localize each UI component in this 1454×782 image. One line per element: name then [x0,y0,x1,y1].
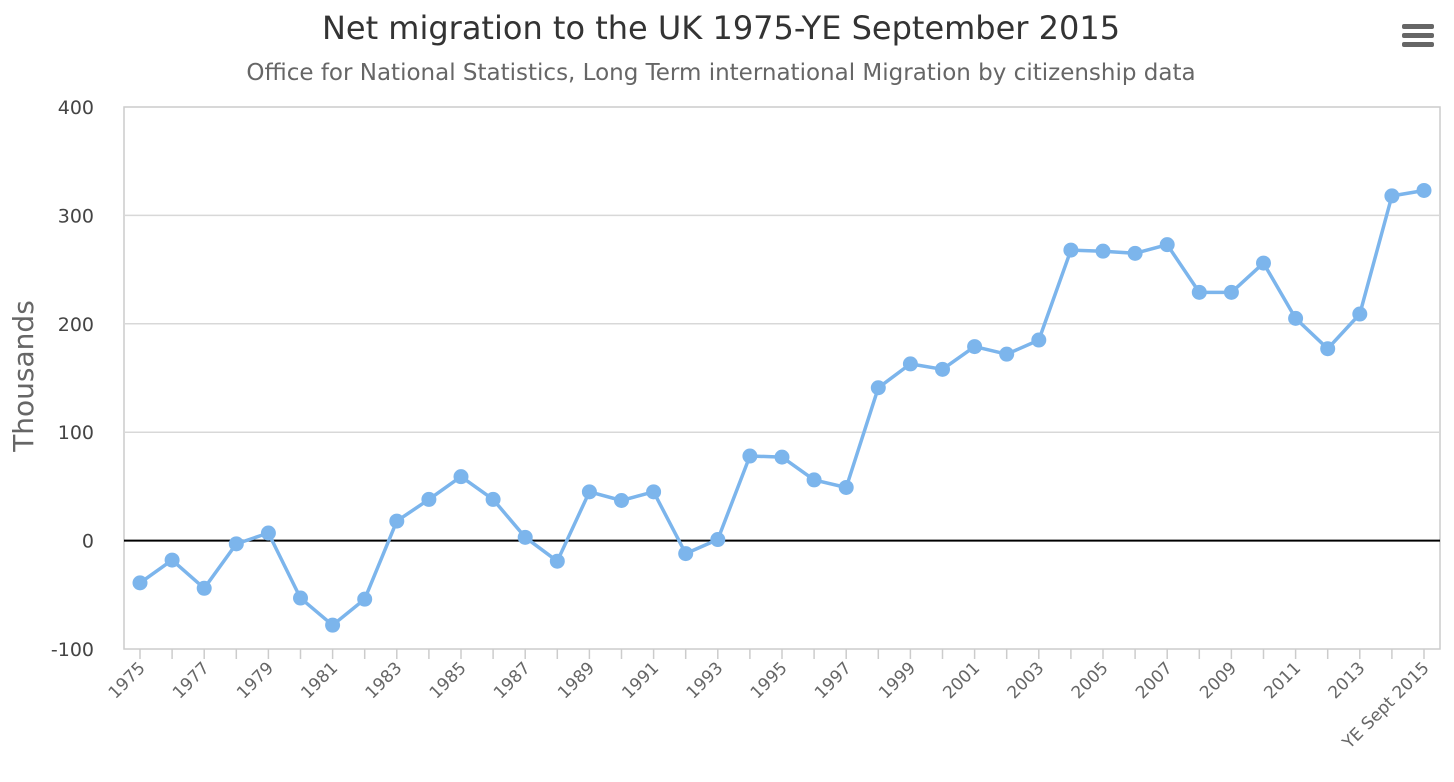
data-point[interactable] [1352,306,1368,322]
y-tick-label: 0 [82,531,94,553]
x-tick-label: 1991 [618,658,663,703]
data-point[interactable] [678,546,694,562]
y-tick-label: 100 [58,422,94,444]
data-point[interactable] [1320,341,1336,357]
data-point[interactable] [357,591,373,607]
data-point[interactable] [967,339,983,355]
y-tick-label: 300 [58,205,94,227]
x-tick-label: 1979 [233,658,278,703]
data-point[interactable] [646,484,662,500]
x-tick-label: 1997 [811,658,856,703]
x-tick-label: 1999 [875,658,920,703]
data-point[interactable] [549,553,565,569]
chart-title: Net migration to the UK 1975-YE Septembe… [322,9,1120,47]
hamburger-menu-icon-bar-top [1402,24,1434,29]
x-tick-label: 1989 [554,658,599,703]
x-tick-label: 2005 [1068,658,1113,703]
data-point[interactable] [614,492,629,508]
data-point[interactable] [935,361,950,377]
data-point[interactable] [999,346,1015,362]
x-tick-label: 2003 [1004,658,1049,703]
data-point[interactable] [902,356,918,372]
data-point[interactable] [1031,332,1047,348]
data-point[interactable] [806,472,822,488]
data-point[interactable] [1256,255,1271,271]
data-point[interactable] [325,617,341,633]
series-line [138,188,1426,627]
data-point[interactable] [710,532,726,548]
x-tick-label: 1995 [747,658,792,703]
data-point[interactable] [1223,284,1239,300]
data-point[interactable] [1095,243,1111,259]
data-point[interactable] [293,590,308,606]
plot-area: -100 0 100 200 300 400 1975 1977 1979 1981 1983 198… [51,97,1441,754]
x-tick-label: 1993 [683,658,728,703]
data-point[interactable] [742,448,758,464]
data-point[interactable] [838,479,854,495]
x-tick-label: 1983 [362,658,407,703]
data-point[interactable] [196,580,212,596]
data-point[interactable] [1416,182,1432,198]
data-point[interactable] [517,529,533,545]
data-point[interactable] [453,469,469,485]
data-point[interactable] [774,449,790,465]
x-tick-label: 1977 [169,658,214,703]
x-tick-label: 2009 [1196,658,1241,703]
x-tick-label: 2011 [1260,658,1305,703]
x-tick-label: 1985 [426,658,471,703]
x-tick-label: 1975 [105,658,150,703]
data-point[interactable] [1063,242,1079,258]
y-tick-label: -100 [51,639,94,661]
x-tick-label: 2007 [1132,658,1177,703]
data-point[interactable] [1384,188,1400,204]
data-point[interactable] [132,575,148,591]
data-point[interactable] [1288,310,1304,326]
x-tick-label: 1981 [297,658,342,703]
x-tick-label: 2001 [939,658,984,703]
data-point[interactable] [1191,284,1207,300]
data-point[interactable] [389,513,405,529]
data-point[interactable] [870,380,886,396]
data-point[interactable] [485,491,501,507]
y-tick-label: 400 [58,97,94,119]
plot-border [123,106,1441,650]
x-tick-label: 1987 [490,658,535,703]
hamburger-menu-icon-bar-middle [1402,33,1434,38]
chart-menu-button[interactable] [1398,20,1438,50]
data-point[interactable] [1127,245,1143,261]
data-point[interactable] [581,484,597,500]
data-point[interactable] [164,552,180,568]
hamburger-menu-icon-bar-bottom [1402,42,1434,47]
data-point[interactable] [1159,237,1175,253]
y-tick-label: 200 [58,314,94,336]
chart-subtitle: Office for National Statistics, Long Ter… [246,60,1195,86]
y-axis-label: Thousands [7,300,40,453]
data-point[interactable] [228,536,244,552]
x-tick-label: 2013 [1325,658,1370,703]
data-point[interactable] [421,491,437,507]
data-point[interactable] [260,525,276,541]
